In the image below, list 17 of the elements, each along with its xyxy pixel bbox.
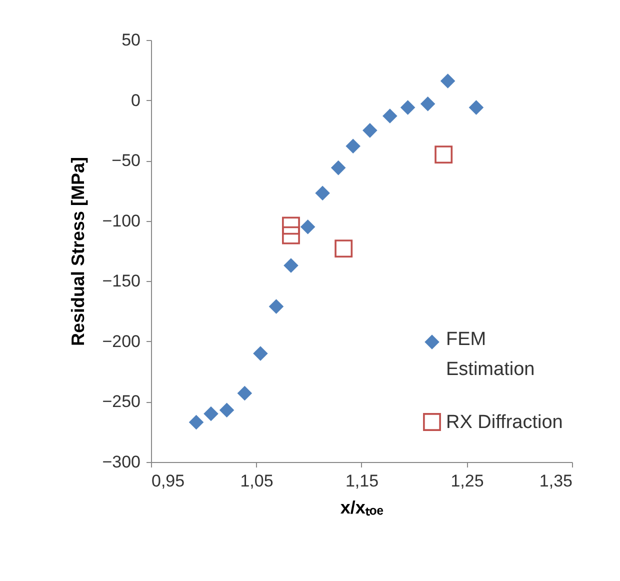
x-tick-label: 1,15 xyxy=(345,472,379,490)
y-tick-label: −200 xyxy=(102,332,140,351)
y-tick-label: −50 xyxy=(112,151,140,170)
x-tick-label: 1,05 xyxy=(240,472,274,490)
x-axis-title: x/xₜₒₑ xyxy=(340,498,384,518)
y-tick-label: −250 xyxy=(102,392,140,412)
y-tick-label: −300 xyxy=(102,452,140,472)
legend-label: FEM Estimation xyxy=(446,329,535,380)
y-tick-label: 50 xyxy=(122,30,140,50)
y-tick-label: −150 xyxy=(102,272,140,291)
y-axis-title: Residual Stress [MPa] xyxy=(68,156,88,346)
y-tick-label: 0 xyxy=(131,90,140,110)
legend-label: RX Diffraction xyxy=(446,412,563,433)
y-tick-label: −100 xyxy=(102,211,140,230)
x-tick-label: 1,35 xyxy=(539,472,572,490)
x-tick-label: 0,95 xyxy=(152,472,185,490)
x-tick-label: 1,25 xyxy=(450,472,484,490)
